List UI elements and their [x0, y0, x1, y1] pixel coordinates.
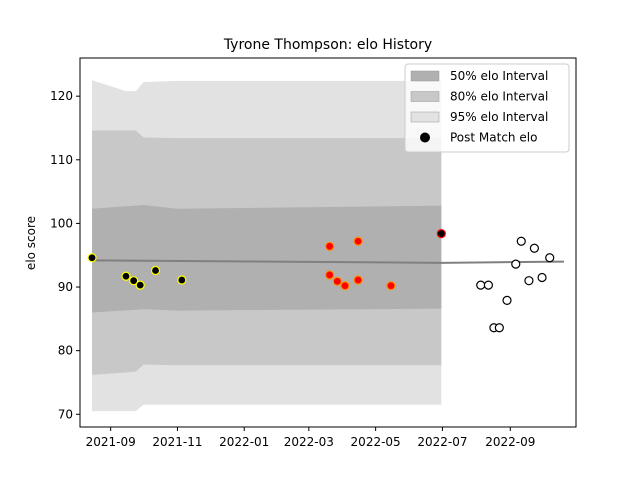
legend-label: 80% elo Interval [450, 90, 548, 104]
y-axis: 70 80 90 100 110 120 [50, 89, 80, 421]
legend-label: 50% elo Interval [450, 69, 548, 83]
post-match-elo-point [325, 241, 335, 251]
post-match-elo-point [177, 275, 187, 285]
post-match-elo-point [121, 271, 131, 281]
y-tick-label: 100 [50, 216, 73, 230]
post-match-elo-point [129, 276, 139, 286]
post-match-elo-point [353, 275, 363, 285]
post-match-elo-point [516, 236, 526, 246]
chart-title: Tyrone Thompson: elo History [223, 37, 432, 53]
post-match-elo-point [545, 253, 555, 263]
x-axis: 2021-09 2021-11 2022-01 2022-03 2022-05 2022-… [86, 427, 535, 449]
x-tick-label: 2022-09 [485, 435, 535, 449]
post-match-elo-point [135, 280, 145, 290]
x-tick-label: 2021-09 [86, 435, 136, 449]
y-tick-label: 120 [50, 89, 73, 103]
y-tick-label: 90 [58, 280, 73, 294]
legend-label: Post Match elo [450, 131, 537, 145]
post-match-elo-point [476, 280, 486, 290]
post-match-elo-point [511, 259, 521, 269]
post-match-elo-point [87, 253, 97, 263]
x-tick-label: 2022-07 [417, 435, 467, 449]
legend-swatch [410, 70, 440, 82]
post-match-elo-point [340, 281, 350, 291]
y-tick-label: 70 [58, 407, 73, 421]
y-axis-label: elo score [24, 216, 38, 270]
post-match-elo-point [150, 265, 161, 276]
legend-label: 95% elo Interval [450, 110, 548, 124]
legend-swatch [410, 111, 440, 123]
axes-frame [79, 57, 577, 428]
post-match-elo-point [325, 270, 335, 280]
post-match-elo-point [502, 295, 512, 305]
y-tick-label: 80 [58, 344, 73, 358]
post-match-elo-point [529, 243, 539, 253]
legend: 50% elo Interval 80% elo Interval 95% elo … [404, 63, 570, 153]
post-match-elo-point [386, 281, 396, 291]
mean-elo-line [92, 259, 564, 264]
x-tick-label: 2022-05 [351, 435, 401, 449]
post-match-elo-point [524, 276, 534, 286]
x-tick-label: 2022-03 [284, 435, 334, 449]
post-match-elo-point [494, 323, 504, 333]
post-match-elo-point [436, 228, 446, 239]
band-50-interval [92, 204, 442, 313]
legend-marker [420, 132, 430, 143]
post-match-elo-point [353, 236, 363, 246]
legend-box [404, 63, 570, 153]
post-match-elo-point [332, 276, 342, 286]
post-match-elo-point [537, 272, 547, 283]
y-tick-label: 110 [50, 153, 73, 167]
post-match-elo-point [483, 280, 494, 290]
x-tick-label: 2021-11 [152, 435, 202, 449]
legend-swatch [410, 91, 440, 102]
x-tick-label: 2022-01 [219, 435, 269, 449]
